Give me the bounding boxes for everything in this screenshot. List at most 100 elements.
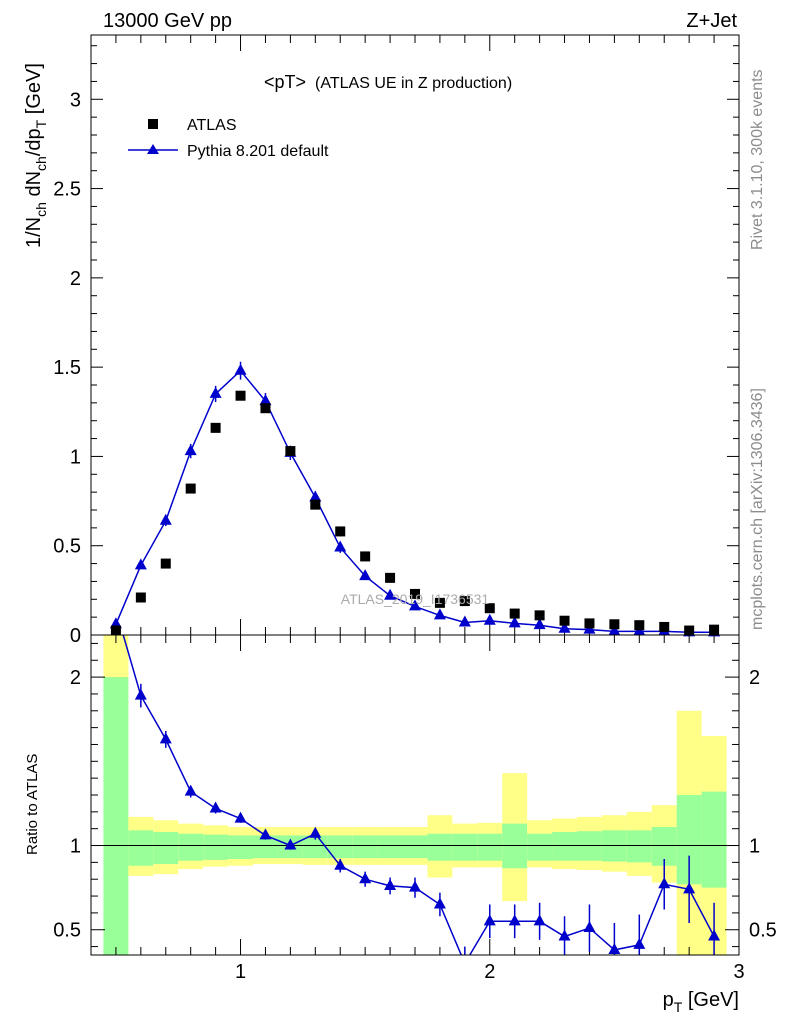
pythia-point xyxy=(134,558,147,570)
atlas-point xyxy=(484,603,495,614)
atlas-point xyxy=(684,625,695,636)
atlas-point xyxy=(235,390,246,401)
atlas-point xyxy=(335,526,346,537)
ratio-point xyxy=(409,880,421,892)
atlas-point xyxy=(509,608,520,619)
pythia-point xyxy=(159,513,172,525)
main-y-tick-label: 0 xyxy=(70,625,81,647)
pythia-point xyxy=(209,386,222,398)
ratio-point xyxy=(359,872,372,884)
ratio-data-marks xyxy=(110,603,721,967)
atlas-point xyxy=(310,499,321,510)
main-y-axis-label: 1/Nch dNch/dpT [GeV] xyxy=(23,63,49,248)
ratio-point xyxy=(633,937,646,949)
ratio-point xyxy=(483,914,496,926)
legend-pythia-marker xyxy=(147,144,159,154)
x-tick-label: 1 xyxy=(235,961,246,983)
legend: ATLAS Pythia 8.201 default xyxy=(128,117,329,160)
atlas-point xyxy=(360,551,371,562)
pythia-point xyxy=(533,618,546,630)
atlas-point xyxy=(659,621,670,632)
ratio-point xyxy=(683,882,696,894)
mcplots-reference-label: mcplots.cern.ch [arXiv:1306.3436] xyxy=(749,388,766,630)
ratio-point xyxy=(433,897,446,909)
ratio-inner-band-bin xyxy=(527,833,553,861)
ratio-point xyxy=(110,603,122,614)
main-y-tick-label: 2.5 xyxy=(53,179,81,201)
atlas-point xyxy=(285,446,296,457)
pythia-point xyxy=(433,608,446,620)
ratio-y-axis-label: Ratio to ATLAS xyxy=(24,754,41,855)
ratio-inner-band-bin xyxy=(477,833,503,861)
ratio-inner-band-bin xyxy=(203,834,229,860)
ratio-inner-band-bin xyxy=(352,835,378,859)
ratio-frame xyxy=(90,634,740,956)
x-tick-label: 3 xyxy=(733,961,744,983)
process-label: Z+Jet xyxy=(686,10,737,32)
atlas-point xyxy=(260,403,271,414)
pythia-point xyxy=(309,490,322,502)
atlas-point xyxy=(385,572,396,583)
ratio-inner-band-bin xyxy=(552,832,577,861)
atlas-point xyxy=(634,620,645,631)
atlas-point xyxy=(559,615,570,626)
ratio-point xyxy=(459,956,471,967)
main-y-tick-label: 0.5 xyxy=(53,536,81,558)
ratio-inner-band-bin xyxy=(402,835,428,859)
rivet-version-label: Rivet 3.1.10, 300k events xyxy=(749,69,766,250)
ratio-inner-band-bin xyxy=(178,833,204,861)
ratio-point xyxy=(284,838,297,850)
ratio-point xyxy=(309,826,322,838)
atlas-point xyxy=(160,558,171,569)
pythia-point xyxy=(359,569,372,581)
ratio-inner-band-bin xyxy=(103,677,129,955)
atlas-point xyxy=(609,619,620,630)
main-y-tick-label: 2 xyxy=(70,268,81,290)
ratio-line xyxy=(122,635,715,955)
atlas-point xyxy=(210,422,221,433)
pythia-point xyxy=(483,613,496,625)
ratio-point xyxy=(334,858,347,870)
pythia-point xyxy=(409,599,421,611)
atlas-point xyxy=(584,618,595,629)
ratio-inner-band-bin xyxy=(377,835,403,859)
ratio-inner-band-bin xyxy=(452,833,478,861)
ratio-point xyxy=(384,878,397,890)
ratio-point xyxy=(134,688,147,700)
atlas-point xyxy=(135,592,146,603)
ratio-inner-band-bin xyxy=(626,830,652,863)
ratio-point xyxy=(159,732,172,744)
ratio-y-tick-label-left: 0.5 xyxy=(53,920,81,942)
ratio-y-tick-label-right: 0.5 xyxy=(749,920,777,942)
ratio-point xyxy=(184,784,197,796)
ratio-point xyxy=(533,914,546,926)
atlas-point xyxy=(434,597,445,608)
ratio-inner-band-bin xyxy=(228,835,253,859)
atlas-point xyxy=(110,625,121,636)
pythia-point xyxy=(558,621,571,633)
ratio-y-tick-label-right: 2 xyxy=(749,667,760,689)
ratio-inner-band-bin xyxy=(128,830,154,866)
plot-title: <pT> (ATLAS UE in Z production) xyxy=(264,72,512,92)
ratio-point xyxy=(608,942,621,954)
ratio-inner-band-bin xyxy=(427,833,453,861)
pythia-point xyxy=(608,624,621,636)
pythia-point xyxy=(184,444,197,456)
ratio-point xyxy=(234,811,247,823)
main-y-tick-label: 1 xyxy=(70,446,81,468)
main-y-tick-label: 1.5 xyxy=(53,357,81,379)
ratio-y-tick-label-left: 1 xyxy=(70,836,81,858)
plot-title-sub: (ATLAS UE in Z production) xyxy=(315,75,512,92)
pythia-point xyxy=(334,540,347,552)
pythia-point xyxy=(234,363,247,375)
main-data-marks xyxy=(109,361,721,637)
ratio-point xyxy=(583,921,596,933)
atlas-point xyxy=(459,596,470,607)
pythia-point xyxy=(259,394,272,406)
atlas-point xyxy=(709,624,720,635)
ratio-inner-band-bin xyxy=(327,835,353,859)
ratio-inner-band-bin xyxy=(253,835,278,859)
ratio-point xyxy=(558,929,571,941)
watermark-label: ATLAS_2019_I1736531 xyxy=(341,591,490,607)
